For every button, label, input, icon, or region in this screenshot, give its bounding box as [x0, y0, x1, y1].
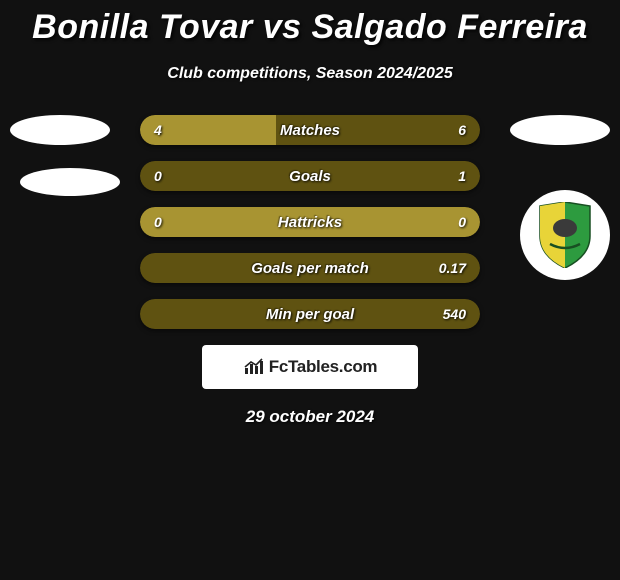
brand-text: FcTables.com — [269, 357, 378, 377]
stat-label: Matches — [140, 115, 480, 145]
stat-bars: 4 Matches 6 0 Goals 1 0 Hattricks 0 Goal… — [140, 115, 480, 329]
player-left-avatar-2 — [20, 168, 120, 196]
shield-icon — [536, 202, 594, 268]
stat-label: Goals — [140, 161, 480, 191]
stat-label: Min per goal — [140, 299, 480, 329]
snapshot-date: 29 october 2024 — [0, 407, 620, 427]
page-subtitle: Club competitions, Season 2024/2025 — [0, 65, 620, 83]
stat-label: Hattricks — [140, 207, 480, 237]
chart-icon — [243, 358, 265, 376]
player-right-avatar — [510, 115, 610, 145]
stat-value-right: 0 — [458, 207, 466, 237]
comparison-area: 4 Matches 6 0 Goals 1 0 Hattricks 0 Goal… — [0, 115, 620, 427]
stat-value-right: 6 — [458, 115, 466, 145]
stat-row-goals-per-match: Goals per match 0.17 — [140, 253, 480, 283]
player-left-avatar — [10, 115, 110, 145]
stat-row-goals: 0 Goals 1 — [140, 161, 480, 191]
page-title: Bonilla Tovar vs Salgado Ferreira — [0, 0, 620, 47]
stat-value-right: 540 — [443, 299, 466, 329]
stat-label: Goals per match — [140, 253, 480, 283]
stat-value-right: 0.17 — [439, 253, 466, 283]
stat-value-right: 1 — [458, 161, 466, 191]
stat-row-matches: 4 Matches 6 — [140, 115, 480, 145]
club-badge-right — [520, 190, 610, 280]
stat-row-min-per-goal: Min per goal 540 — [140, 299, 480, 329]
brand-box[interactable]: FcTables.com — [202, 345, 418, 389]
stat-row-hattricks: 0 Hattricks 0 — [140, 207, 480, 237]
